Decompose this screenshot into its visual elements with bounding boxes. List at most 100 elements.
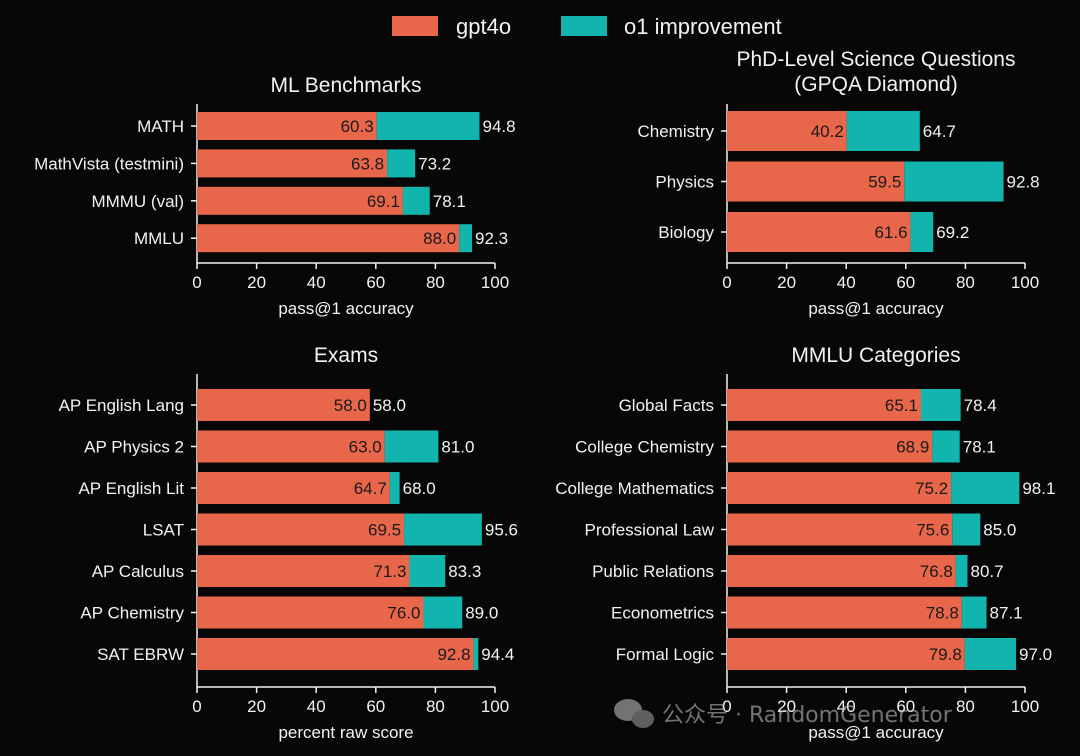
category-label: AP Chemistry <box>80 604 184 623</box>
data-label-gpt4o: 61.6 <box>874 223 907 242</box>
category-label: MMLU <box>134 229 184 248</box>
bar-gpt4o <box>197 149 388 178</box>
bar-row-college-chemistry: College Chemistry 68.9 78.1 <box>575 430 996 463</box>
bar-o1-improvement <box>904 161 1004 202</box>
x-tick-label: 80 <box>426 273 445 292</box>
bar-o1-improvement <box>459 224 473 253</box>
data-label-o1: 64.7 <box>923 122 956 141</box>
bar-row-mmmu-val: MMMU (val) 69.1 78.1 <box>91 186 466 215</box>
x-tick-label: 100 <box>481 697 509 716</box>
data-label-gpt4o: 79.8 <box>929 645 962 664</box>
bar-gpt4o <box>727 513 953 546</box>
data-label-gpt4o: 92.8 <box>437 645 470 664</box>
bar-row-ap-english-lang: AP English Lang 58.0 58.0 <box>59 389 406 421</box>
bar-row-formal-logic: Formal Logic 79.8 97.0 <box>616 638 1052 670</box>
bar-o1-improvement <box>932 430 960 463</box>
x-tick-label: 60 <box>366 697 385 716</box>
data-label-o1: 78.1 <box>433 192 466 211</box>
x-tick-label: 80 <box>956 273 975 292</box>
bar-row-ap-physics-2: AP Physics 2 63.0 81.0 <box>84 430 474 463</box>
bar-row-global-facts: Global Facts 65.1 78.4 <box>619 389 997 421</box>
bar-o1-improvement <box>409 555 446 587</box>
data-label-gpt4o: 59.5 <box>868 173 901 192</box>
x-tick-label: 20 <box>777 697 796 716</box>
panel-title: ML Benchmarks <box>271 74 422 97</box>
panel-mmlu-categories: MMLU Categories 0 20 40 60 80 100 pass@1 accura… <box>555 344 1055 742</box>
category-label: College Mathematics <box>555 479 714 498</box>
wechat-icon <box>614 699 654 728</box>
bar-row-math: MATH 60.3 94.8 <box>137 112 516 140</box>
data-label-o1: 85.0 <box>983 521 1016 540</box>
bar-row-econometrics: Econometrics 78.8 87.1 <box>611 596 1023 629</box>
category-label: Formal Logic <box>616 645 715 664</box>
bar-gpt4o <box>727 596 962 629</box>
panel-ml-benchmarks: ML Benchmarks 0 20 40 60 80 100 pass@1 accuracy… <box>34 74 516 318</box>
bar-row-ap-english-lit: AP English Lit 64.7 68.0 <box>78 472 436 504</box>
bar-o1-improvement <box>404 513 482 546</box>
data-label-gpt4o: 63.0 <box>349 438 382 457</box>
bar-o1-improvement <box>961 596 987 629</box>
x-axis-label: pass@1 accuracy <box>808 299 944 318</box>
bar-row-physics: Physics 59.5 92.8 <box>655 161 1040 202</box>
category-label: MATH <box>137 117 184 136</box>
data-label-gpt4o: 65.1 <box>885 396 918 415</box>
bar-o1-improvement <box>376 112 480 140</box>
bar-gpt4o <box>727 638 965 670</box>
data-label-gpt4o: 76.8 <box>920 562 953 581</box>
category-label: MathVista (testmini) <box>34 154 184 173</box>
category-label: SAT EBRW <box>97 645 184 664</box>
bar-row-college-mathematics: College Mathematics 75.2 98.1 <box>555 472 1055 504</box>
legend-swatch-gpt4o <box>392 16 438 36</box>
category-label: Professional Law <box>585 521 715 540</box>
bar-gpt4o <box>727 389 921 421</box>
data-label-o1: 89.0 <box>465 604 498 623</box>
x-tick-label: 0 <box>722 697 731 716</box>
bar-gpt4o <box>197 186 403 215</box>
data-label-gpt4o: 64.7 <box>354 479 387 498</box>
data-label-gpt4o: 76.0 <box>387 604 420 623</box>
legend-swatch-o1-improvement <box>561 16 607 36</box>
x-tick-label: 20 <box>247 273 266 292</box>
bar-o1-improvement <box>473 638 479 670</box>
category-label: Physics <box>655 173 714 192</box>
bar-row-sat-ebrw: SAT EBRW 92.8 94.4 <box>97 638 514 670</box>
bar-row-public-relations: Public Relations 76.8 80.7 <box>592 555 1004 587</box>
category-label: AP English Lit <box>78 479 184 498</box>
category-label: MMMU (val) <box>91 192 184 211</box>
data-label-gpt4o: 78.8 <box>926 604 959 623</box>
data-label-gpt4o: 71.3 <box>373 562 406 581</box>
bar-gpt4o <box>727 212 911 252</box>
bar-o1-improvement <box>846 111 920 151</box>
data-label-o1: 92.8 <box>1007 173 1040 192</box>
data-label-o1: 92.3 <box>475 229 508 248</box>
bar-o1-improvement <box>952 513 981 546</box>
category-label: AP Calculus <box>92 562 184 581</box>
x-tick-label: 80 <box>426 697 445 716</box>
data-label-o1: 94.4 <box>481 645 514 664</box>
legend: gpt4o o1 improvement <box>392 14 782 39</box>
category-label: Biology <box>658 223 714 242</box>
bar-row-ap-calculus: AP Calculus 71.3 83.3 <box>92 555 481 587</box>
bar-gpt4o <box>727 555 956 587</box>
bar-gpt4o <box>197 638 474 670</box>
x-tick-label: 40 <box>837 697 856 716</box>
bar-gpt4o <box>197 430 385 463</box>
bar-row-professional-law: Professional Law 75.6 85.0 <box>585 513 1016 546</box>
x-tick-label: 60 <box>896 697 915 716</box>
data-label-o1: 58.0 <box>373 396 406 415</box>
bar-gpt4o <box>197 224 460 253</box>
bar-gpt4o <box>197 513 405 546</box>
panel-title: MMLU Categories <box>791 344 960 367</box>
bar-o1-improvement <box>964 638 1017 670</box>
data-label-gpt4o: 88.0 <box>423 229 456 248</box>
x-tick-label: 40 <box>307 697 326 716</box>
x-tick-label: 0 <box>192 697 201 716</box>
bar-gpt4o <box>727 472 952 504</box>
data-label-o1: 78.4 <box>964 396 997 415</box>
x-tick-label: 40 <box>837 273 856 292</box>
x-tick-label: 100 <box>1011 697 1039 716</box>
category-label: AP English Lang <box>59 396 184 415</box>
data-label-o1: 95.6 <box>485 521 518 540</box>
data-label-o1: 94.8 <box>483 117 516 136</box>
